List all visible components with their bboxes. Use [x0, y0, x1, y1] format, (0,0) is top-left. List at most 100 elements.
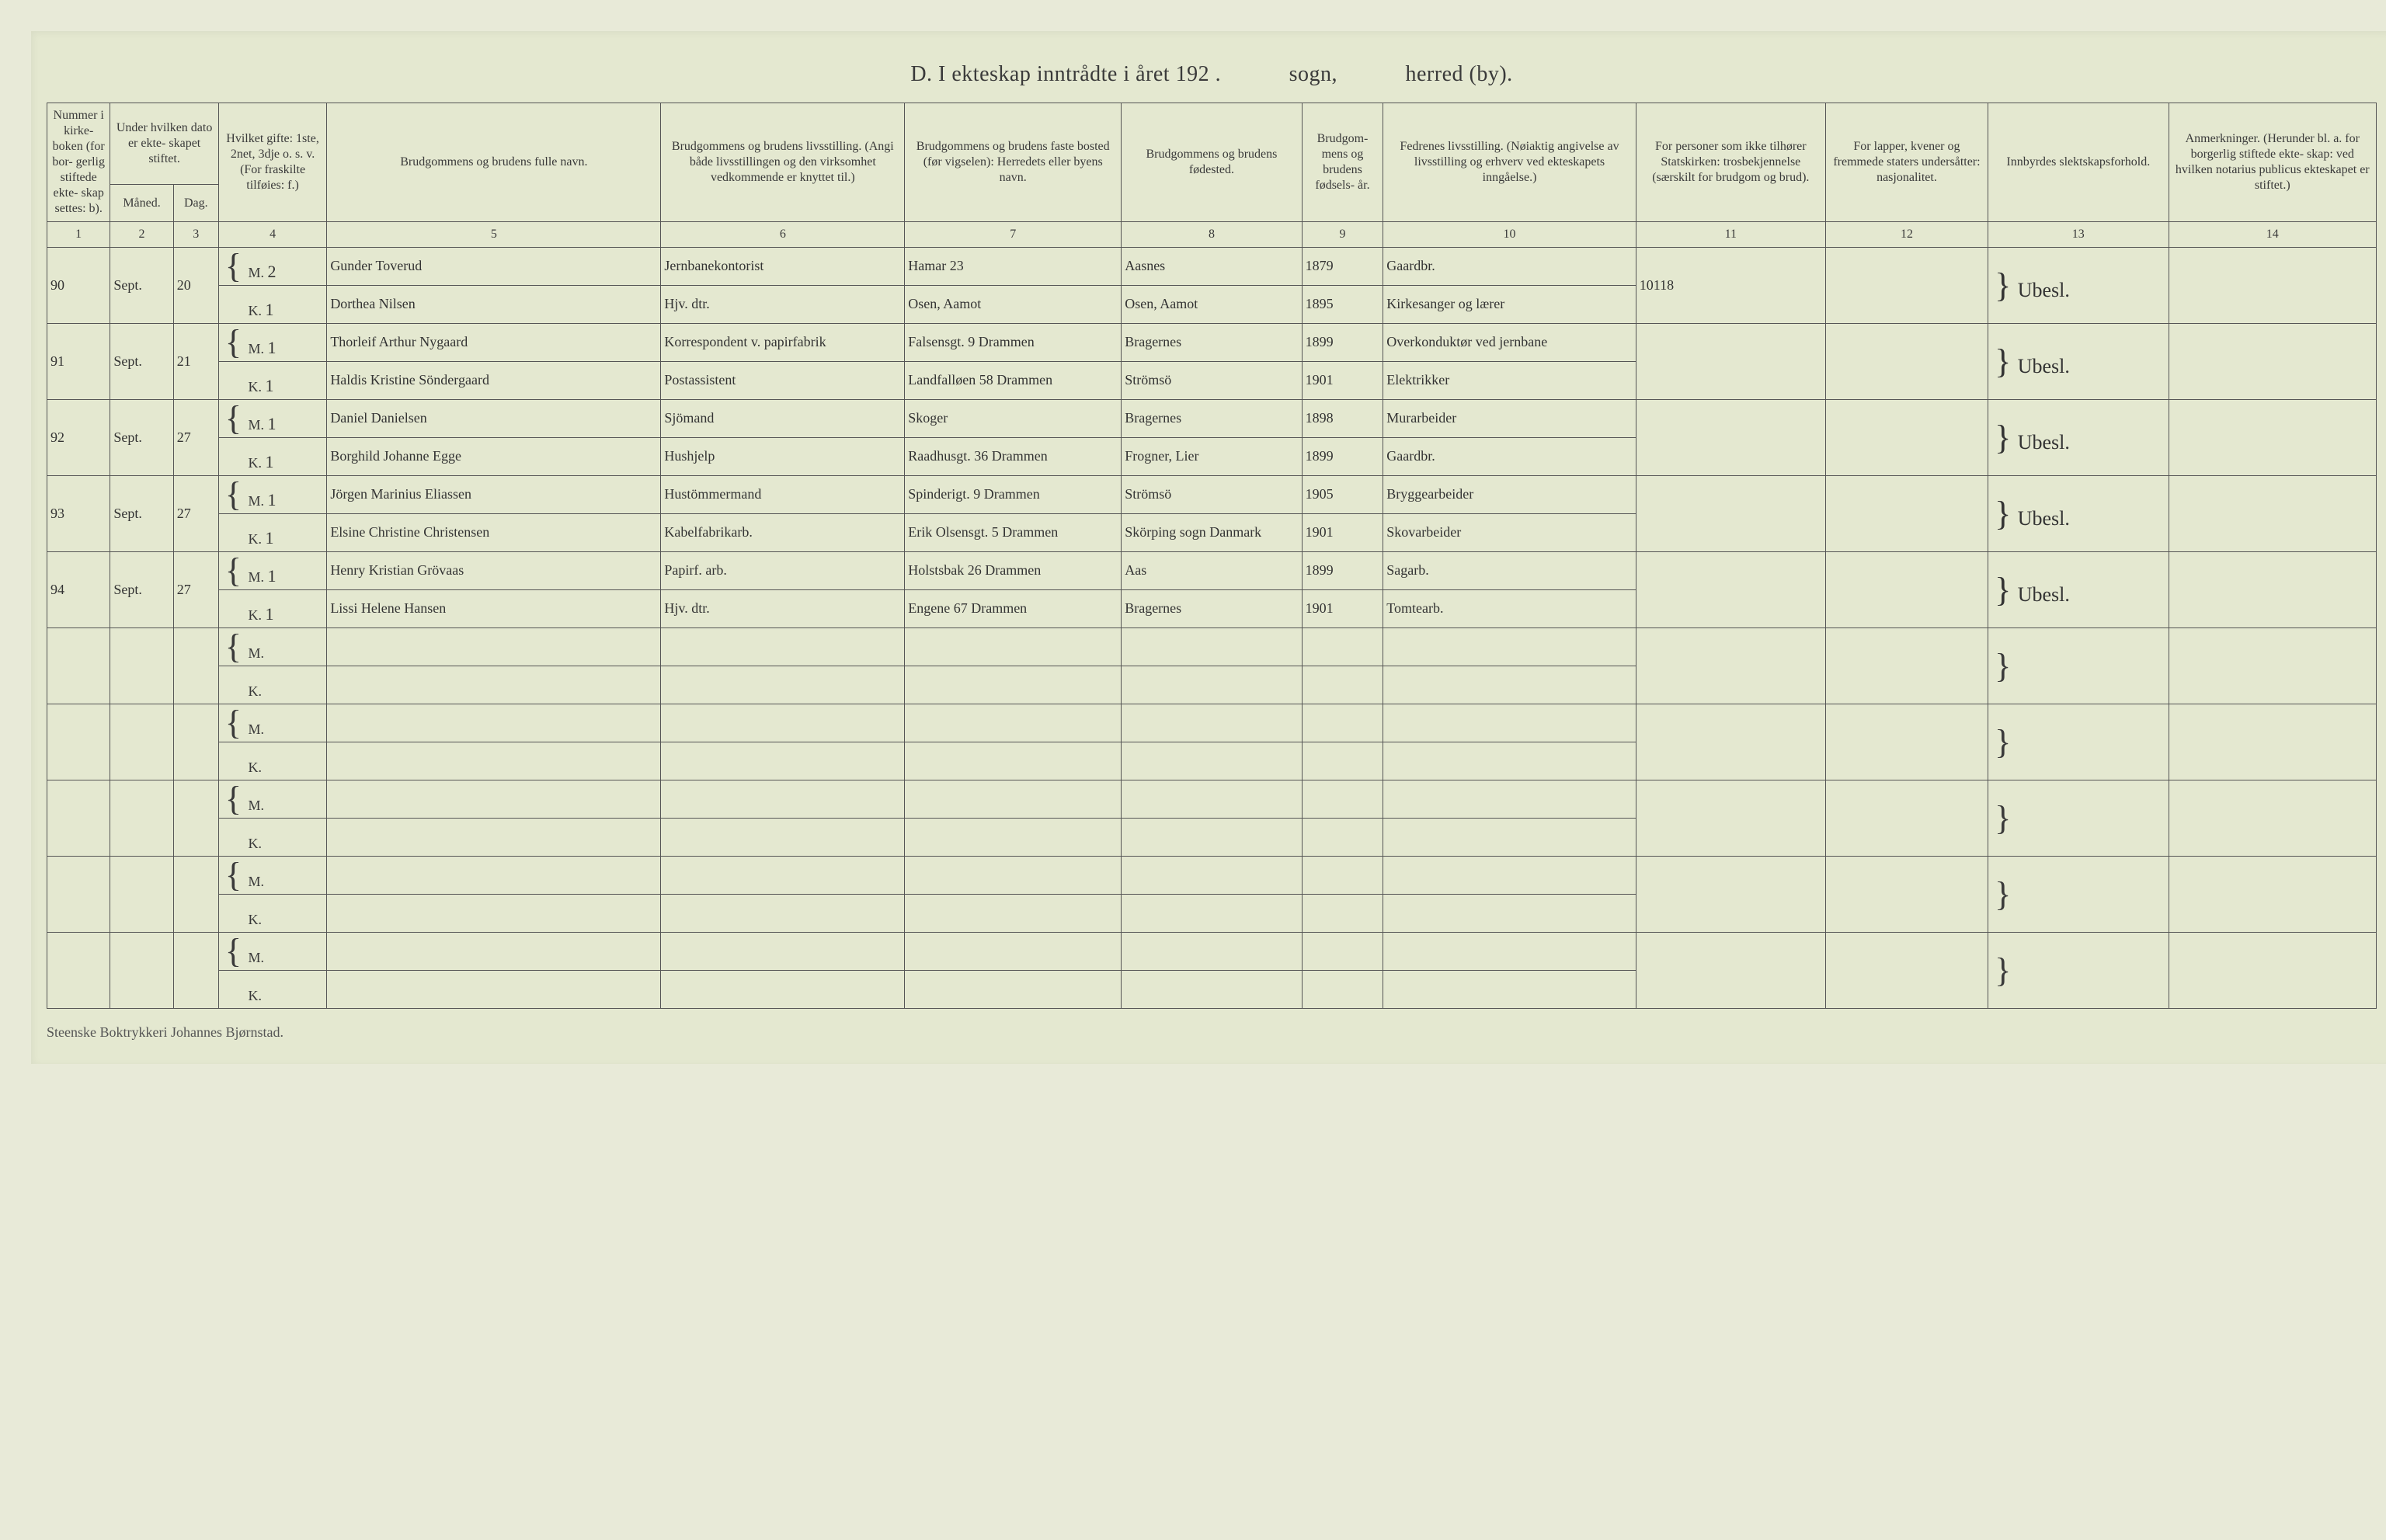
groom-occupation: Hustömmermand — [661, 476, 905, 514]
register-table: Nummer i kirke- boken (for bor- gerlig s… — [47, 103, 2377, 1009]
groom-name: Daniel Danielsen — [327, 400, 661, 438]
bride-father: Tomtearb. — [1383, 590, 1636, 628]
register-page: D. I ekteskap inntrådte i året 192 . sog… — [31, 31, 2386, 1064]
bride-birthplace: Osen, Aamot — [1122, 286, 1302, 324]
colnum: 8 — [1122, 222, 1302, 248]
c13-kinship: } Ubesl. — [1988, 400, 2169, 476]
c12 — [1825, 780, 1988, 857]
entry-number: 91 — [47, 324, 110, 400]
groom-father: Bryggearbeider — [1383, 476, 1636, 514]
colnum: 3 — [173, 222, 218, 248]
blank-cell — [1383, 819, 1636, 857]
c13-kinship: } — [1988, 628, 2169, 704]
groom-birthyear: 1899 — [1302, 324, 1383, 362]
mk-k: { K. — [218, 895, 326, 933]
c11 — [1636, 552, 1825, 628]
mk-k: { K. — [218, 971, 326, 1009]
bride-occupation: Hjv. dtr. — [661, 286, 905, 324]
groom-residence: Holstsbak 26 Drammen — [905, 552, 1122, 590]
groom-name: Thorleif Arthur Nygaard — [327, 324, 661, 362]
blank-cell — [661, 895, 905, 933]
blank-cell — [1302, 742, 1383, 780]
c12 — [1825, 552, 1988, 628]
mk-k: { K. 1 — [218, 362, 326, 400]
mk-k: { K. 1 — [218, 514, 326, 552]
month — [110, 780, 173, 857]
blank-cell — [905, 666, 1122, 704]
entry-number — [47, 933, 110, 1009]
bride-name: Haldis Kristine Söndergaard — [327, 362, 661, 400]
mk-m: { M. — [218, 628, 326, 666]
col-header-4: Hvilket gifte: 1ste, 2net, 3dje o. s. v.… — [218, 103, 326, 222]
entry-number — [47, 704, 110, 780]
blank-cell — [1122, 819, 1302, 857]
blank-cell — [1122, 895, 1302, 933]
col-header-7: Brudgommens og brudens faste bosted (før… — [905, 103, 1122, 222]
c11 — [1636, 780, 1825, 857]
bride-birthyear: 1901 — [1302, 590, 1383, 628]
colnum: 4 — [218, 222, 326, 248]
col-header-8: Brudgommens og brudens fødested. — [1122, 103, 1302, 222]
blank-cell — [905, 971, 1122, 1009]
blank-cell — [905, 742, 1122, 780]
table-row: 90Sept.20{ M. 2Gunder ToverudJernbanekon… — [47, 248, 2377, 286]
blank-cell — [1122, 933, 1302, 971]
groom-occupation: Korrespondent v. papirfabrik — [661, 324, 905, 362]
blank-cell — [327, 628, 661, 666]
blank-cell — [661, 704, 905, 742]
groom-occupation: Jernbanekontorist — [661, 248, 905, 286]
bride-residence: Engene 67 Drammen — [905, 590, 1122, 628]
c14 — [2169, 476, 2376, 552]
bride-residence: Raadhusgt. 36 Drammen — [905, 438, 1122, 476]
groom-father: Sagarb. — [1383, 552, 1636, 590]
bride-birthplace: Strömsö — [1122, 362, 1302, 400]
c12 — [1825, 628, 1988, 704]
groom-birthplace: Bragernes — [1122, 324, 1302, 362]
blank-cell — [905, 895, 1122, 933]
blank-cell — [1122, 628, 1302, 666]
blank-cell — [327, 933, 661, 971]
blank-cell — [905, 819, 1122, 857]
groom-father: Overkonduktør ved jernbane — [1383, 324, 1636, 362]
blank-cell — [905, 780, 1122, 819]
blank-cell — [905, 704, 1122, 742]
blank-cell — [1302, 933, 1383, 971]
day — [173, 628, 218, 704]
bride-name: Elsine Christine Christensen — [327, 514, 661, 552]
groom-birthyear: 1899 — [1302, 552, 1383, 590]
header-mid: sogn, — [1289, 62, 1337, 87]
colnum: 6 — [661, 222, 905, 248]
blank-cell — [661, 666, 905, 704]
entry-number: 92 — [47, 400, 110, 476]
c11: 10118 — [1636, 248, 1825, 324]
blank-cell — [327, 895, 661, 933]
colnum: 1 — [47, 222, 110, 248]
c11 — [1636, 933, 1825, 1009]
blank-cell — [327, 819, 661, 857]
blank-cell — [905, 857, 1122, 895]
c12 — [1825, 476, 1988, 552]
month — [110, 628, 173, 704]
groom-birthplace: Bragernes — [1122, 400, 1302, 438]
colnum: 12 — [1825, 222, 1988, 248]
blank-cell — [1302, 857, 1383, 895]
colnum: 7 — [905, 222, 1122, 248]
mk-k: { K. 1 — [218, 286, 326, 324]
month — [110, 933, 173, 1009]
blank-cell — [1383, 704, 1636, 742]
bride-father: Gaardbr. — [1383, 438, 1636, 476]
c14 — [2169, 628, 2376, 704]
groom-birthplace: Strömsö — [1122, 476, 1302, 514]
c12 — [1825, 857, 1988, 933]
blank-cell — [327, 780, 661, 819]
blank-cell — [1122, 780, 1302, 819]
blank-cell — [327, 857, 661, 895]
blank-cell — [905, 933, 1122, 971]
c13-kinship: } Ubesl. — [1988, 248, 2169, 324]
col-header-2b: Dag. — [173, 185, 218, 222]
c13-kinship: } — [1988, 933, 2169, 1009]
col-header-13: Innbyrdes slektskapsforhold. — [1988, 103, 2169, 222]
mk-k: { K. — [218, 666, 326, 704]
col-header-1: Nummer i kirke- boken (for bor- gerlig s… — [47, 103, 110, 222]
c13-kinship: } — [1988, 704, 2169, 780]
